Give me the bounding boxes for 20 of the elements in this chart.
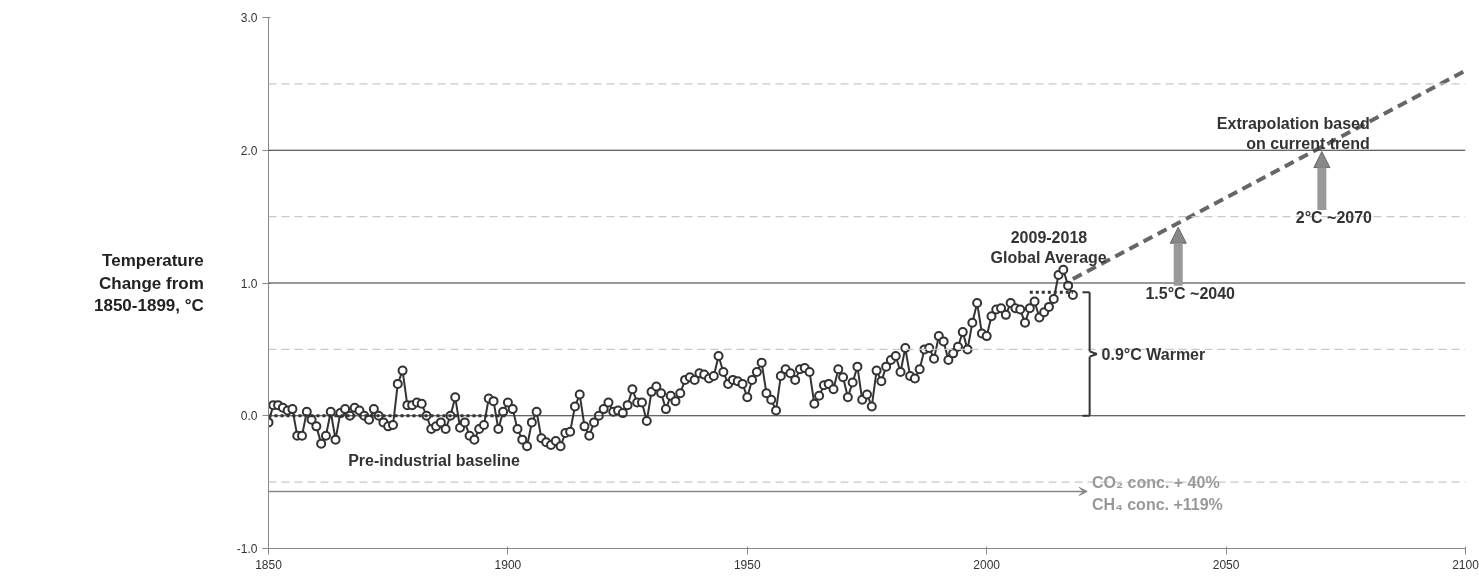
x-tick-label: 2100 (1452, 557, 1479, 572)
y-tick-label: 1.0 (240, 276, 258, 291)
annotation: 1.5°C ~2040 (1145, 284, 1236, 302)
annotation: 2009-2018 Global Average (990, 229, 1107, 266)
x-tick-label: 1900 (494, 557, 522, 572)
annotation: CO₂ conc. + 40% (1092, 473, 1220, 491)
x-tick-label: 1850 (255, 557, 283, 572)
y-tick-label: 2.0 (240, 143, 258, 158)
annotation: Extrapolation based on current trend (1216, 115, 1370, 153)
annotation: 0.9°C Warmer (1101, 345, 1206, 363)
annotation: CH₄ conc. +119% (1092, 495, 1223, 513)
y-tick-label: 3.0 (240, 11, 258, 25)
x-tick-label: 1950 (733, 557, 761, 572)
annotation: 2°C ~2070 (1295, 209, 1373, 227)
annotation: Pre-industrial baseline (348, 452, 520, 470)
x-tick-label: 2000 (973, 557, 1001, 572)
y-axis-title: Temperature Change from 1850-1899, °C (94, 250, 204, 316)
y-tick-label: -1.0 (236, 542, 258, 556)
y-tick-label: 0.0 (240, 409, 258, 424)
x-tick-label: 2050 (1212, 557, 1240, 572)
